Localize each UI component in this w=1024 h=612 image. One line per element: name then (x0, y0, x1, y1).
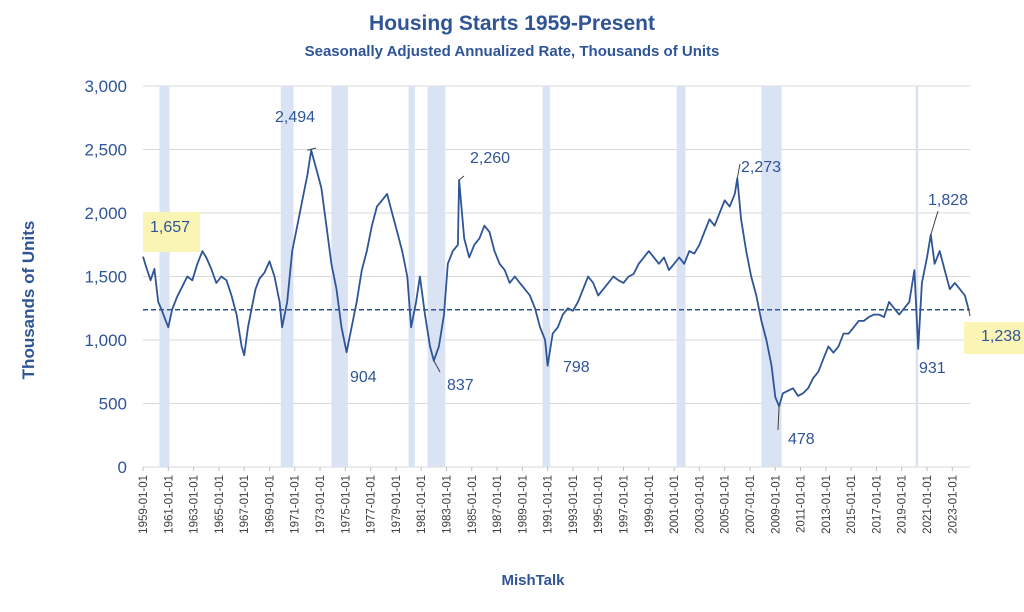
annotation-highlight-0 (143, 212, 200, 252)
x-tick-label-14: 1987-01-01 (492, 475, 504, 534)
x-tick-label-26: 2011-01-01 (796, 475, 808, 533)
annotation-leader-1 (307, 147, 317, 151)
chart-title: Housing Starts 1959-Present (369, 12, 655, 35)
recession-band-0 (159, 86, 170, 467)
annotation-label-10: 1,238 (981, 328, 1021, 345)
y-tick-label-1: 500 (99, 395, 127, 414)
x-tick-label-22: 2003-01-01 (694, 475, 706, 534)
annotation-label-8: 1,828 (928, 192, 968, 209)
series-line-0 (142, 149, 970, 408)
x-tick-label-3: 1965-01-01 (214, 475, 226, 534)
gridlines (143, 85, 970, 468)
x-tick-label-32: 2023-01-01 (947, 475, 959, 534)
x-tick-label-19: 1997-01-01 (619, 475, 631, 534)
recession-band-2 (331, 86, 348, 467)
x-axis-ticks: 1959-01-01 1961-01-01 1963-01-01 1965-01-01… (138, 467, 959, 534)
recession-band-6 (676, 86, 686, 467)
y-tick-label-4: 2,000 (84, 204, 127, 223)
annotation-leader-8 (930, 210, 939, 235)
x-tick-label-31: 2021-01-01 (922, 475, 934, 534)
annotation-leader-7 (777, 406, 780, 431)
x-tick-label-20: 1999-01-01 (644, 475, 656, 534)
chart-subtitle: Seasonally Adjusted Annualized Rate, Tho… (305, 43, 720, 60)
x-tick-label-27: 2013-01-01 (821, 475, 833, 534)
annotation-label-4: 837 (447, 377, 474, 394)
recession-band-5 (542, 86, 551, 467)
recession-bands (159, 86, 919, 467)
annotation-label-1: 2,494 (275, 109, 315, 126)
x-tick-label-12: 1983-01-01 (442, 475, 454, 534)
x-tick-label-6: 1971-01-01 (290, 475, 302, 534)
annotation-label-3: 2,260 (470, 150, 510, 167)
x-tick-label-10: 1979-01-01 (391, 475, 403, 534)
y-tick-label-3: 1,500 (84, 268, 127, 287)
series-line (142, 149, 970, 408)
x-tick-label-13: 1985-01-01 (467, 475, 479, 534)
x-tick-label-16: 1991-01-01 (543, 475, 555, 534)
recession-band-1 (280, 86, 294, 467)
y-axis-ticks: 0 500 1,000 1,500 2,000 2,500 3,000 (84, 77, 127, 477)
x-tick-label-15: 1989-01-01 (517, 475, 529, 534)
x-tick-label-11: 1981-01-01 (416, 475, 428, 534)
annotation-label-9: 931 (919, 360, 946, 377)
recession-band-7 (761, 86, 782, 467)
annotation-label-7: 478 (788, 431, 815, 448)
x-tick-label-17: 1993-01-01 (568, 475, 580, 534)
x-tick-label-21: 2001-01-01 (669, 475, 681, 534)
recession-band-4 (427, 86, 446, 467)
y-tick-label-5: 2,500 (84, 141, 127, 160)
annotation-leader-3 (458, 175, 465, 181)
x-tick-label-0: 1959-01-01 (138, 475, 150, 534)
annotations: 1,657 2,494 904 2,260 837 798 2,273 478 1,828 931… (143, 109, 1024, 448)
x-tick-label-4: 1967-01-01 (239, 475, 251, 534)
x-tick-label-1: 1961-01-01 (163, 475, 175, 534)
y-tick-label-0: 0 (118, 458, 127, 477)
annotation-leader-10 (968, 309, 971, 317)
x-tick-label-2: 1963-01-01 (189, 475, 201, 534)
recession-band-3 (408, 86, 415, 467)
y-tick-label-6: 3,000 (84, 77, 127, 96)
x-axis-label: MishTalk (501, 572, 565, 589)
x-tick-label-9: 1977-01-01 (366, 475, 378, 534)
annotation-label-2: 904 (350, 369, 377, 386)
x-tick-label-5: 1969-01-01 (265, 475, 277, 534)
annotation-leader-4 (433, 360, 441, 373)
x-tick-label-30: 2019-01-01 (897, 475, 909, 534)
annotation-highlight-10 (964, 322, 1024, 354)
y-tick-label-2: 1,000 (84, 331, 127, 350)
annotation-leader-6 (736, 163, 741, 179)
x-tick-label-28: 2015-01-01 (846, 475, 858, 534)
annotation-label-6: 2,273 (741, 159, 781, 176)
annotation-label-0: 1,657 (150, 219, 190, 236)
x-tick-label-8: 1975-01-01 (340, 475, 352, 534)
annotation-label-5: 798 (563, 359, 590, 376)
recession-band-8 (915, 86, 919, 467)
x-tick-label-23: 2005-01-01 (720, 475, 732, 534)
x-tick-label-24: 2007-01-01 (745, 475, 757, 534)
x-tick-label-29: 2017-01-01 (871, 475, 883, 534)
x-tick-label-18: 1995-01-01 (593, 475, 605, 534)
x-tick-label-7: 1973-01-01 (315, 475, 327, 534)
y-axis-label: Thousands of Units (19, 221, 38, 380)
x-tick-label-25: 2009-01-01 (770, 475, 782, 534)
